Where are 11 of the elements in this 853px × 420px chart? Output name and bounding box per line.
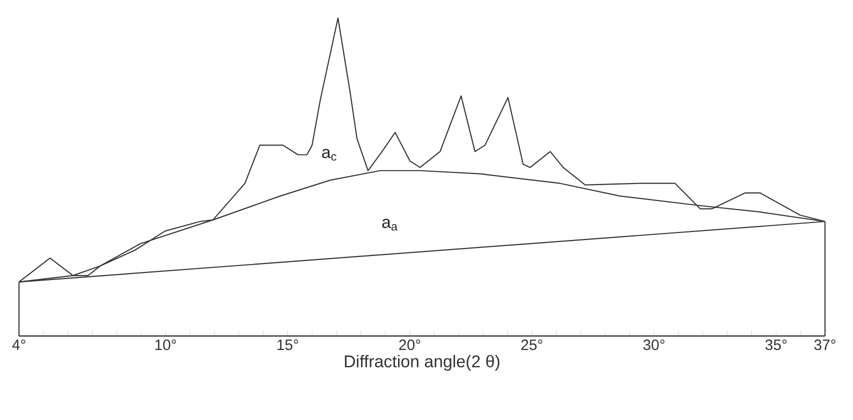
x-tick-label: 10° — [155, 340, 176, 350]
x-tick-label: 20° — [399, 340, 420, 350]
annotation: a$_{a}$ — [382, 218, 398, 231]
x-tick-label: 15° — [278, 340, 298, 350]
annotation: a$_{c}$ — [322, 148, 336, 161]
x-tick-label: 35° — [765, 340, 787, 350]
x-tick-label: 30° — [643, 340, 664, 350]
x-tick-label: 4° — [12, 340, 26, 350]
x-axis-title: Diffraction angle(2 θ) — [344, 354, 500, 371]
x-tick-label: 37° — [814, 340, 836, 350]
x-tick-label: 25° — [521, 340, 542, 350]
